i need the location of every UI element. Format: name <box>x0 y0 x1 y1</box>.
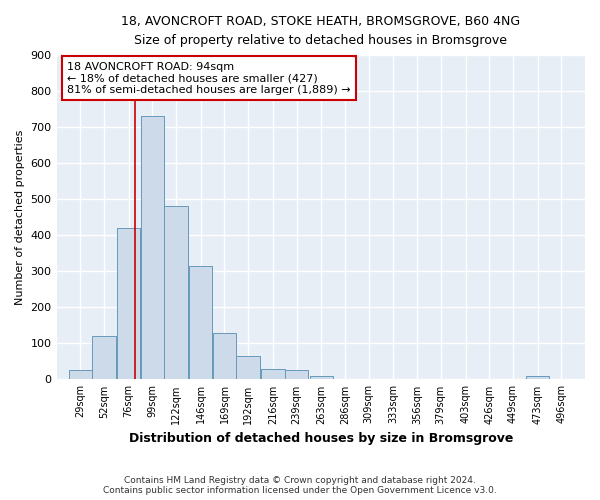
Bar <box>140 116 164 380</box>
Bar <box>261 368 284 380</box>
Title: 18, AVONCROFT ROAD, STOKE HEATH, BROMSGROVE, B60 4NG
Size of property relative t: 18, AVONCROFT ROAD, STOKE HEATH, BROMSGR… <box>121 15 520 47</box>
Bar <box>92 336 116 380</box>
Y-axis label: Number of detached properties: Number of detached properties <box>15 130 25 305</box>
Bar <box>310 376 333 380</box>
Bar <box>189 266 212 380</box>
Text: 18 AVONCROFT ROAD: 94sqm
← 18% of detached houses are smaller (427)
81% of semi-: 18 AVONCROFT ROAD: 94sqm ← 18% of detach… <box>67 62 351 95</box>
Bar <box>164 206 188 380</box>
Bar <box>236 356 260 380</box>
Text: Contains HM Land Registry data © Crown copyright and database right 2024.
Contai: Contains HM Land Registry data © Crown c… <box>103 476 497 495</box>
Bar <box>285 370 308 380</box>
Bar <box>117 228 140 380</box>
Bar <box>526 376 550 380</box>
Bar <box>68 370 92 380</box>
Bar <box>213 332 236 380</box>
X-axis label: Distribution of detached houses by size in Bromsgrove: Distribution of detached houses by size … <box>128 432 513 445</box>
